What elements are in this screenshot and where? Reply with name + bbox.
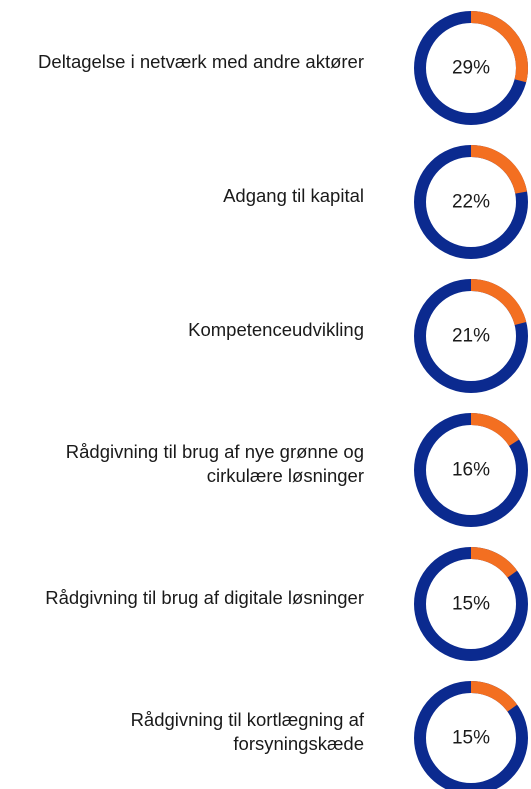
category-label: Rådgivning til brug af nye grønne og cir…: [65, 441, 364, 486]
category-label: Deltagelse i netværk med andre aktører: [38, 51, 364, 72]
category-label: Rådgivning til brug af digitale løsninge…: [45, 587, 364, 608]
category-label: Adgang til kapital: [223, 185, 364, 206]
donut-segment: [414, 11, 528, 125]
value-label: 22%: [452, 192, 490, 213]
donut-segment: [414, 413, 528, 527]
category-label: Rådgivning til kortlægning af forsynings…: [130, 709, 364, 754]
donut-segment: [414, 279, 528, 393]
category-label: Kompetenceudvikling: [188, 319, 364, 340]
value-label: 21%: [452, 326, 490, 347]
donut-segment: [414, 547, 528, 661]
value-label: 15%: [452, 728, 490, 749]
value-label: 15%: [452, 594, 490, 615]
value-label: 16%: [452, 460, 490, 481]
donut-segment: [414, 145, 528, 259]
donut-segment: [414, 681, 528, 789]
value-label: 29%: [452, 58, 490, 79]
